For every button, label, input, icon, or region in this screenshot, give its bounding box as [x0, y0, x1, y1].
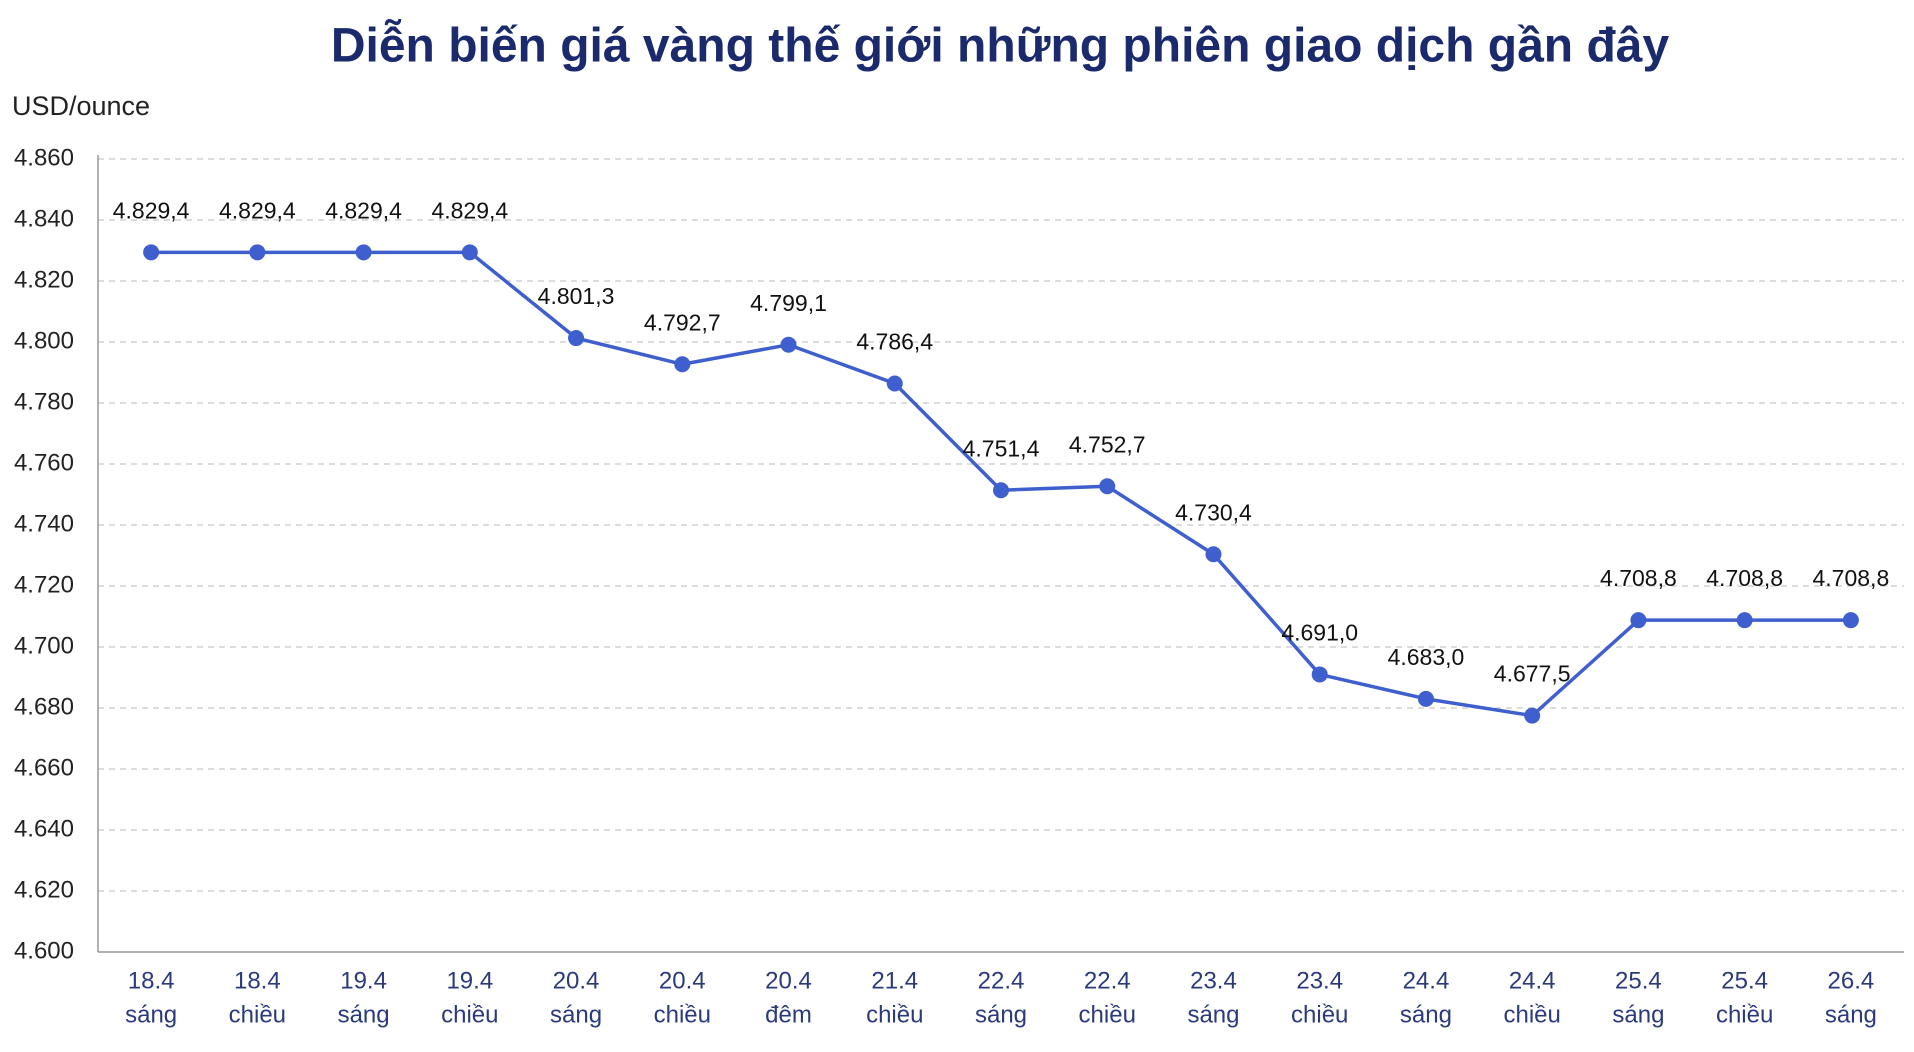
- x-tick-label: 26.4: [1828, 967, 1875, 994]
- x-tick-label: chiều: [654, 1001, 711, 1028]
- y-tick-label: 4.680: [14, 693, 74, 720]
- data-point: [568, 330, 585, 347]
- y-tick-label: 4.620: [14, 876, 74, 903]
- data-point: [1630, 612, 1647, 629]
- x-tick-label: 19.4: [446, 967, 493, 994]
- x-tick-label: 20.4: [765, 967, 812, 994]
- x-tick-label: chiều: [1716, 1001, 1773, 1028]
- data-label: 4.708,8: [1706, 565, 1783, 591]
- y-tick-label: 4.740: [14, 510, 74, 537]
- y-tick-label: 4.600: [14, 937, 74, 964]
- data-label: 4.708,8: [1813, 565, 1890, 591]
- data-label: 4.677,5: [1494, 661, 1571, 687]
- data-label: 4.730,4: [1175, 499, 1252, 525]
- x-tick-label: 19.4: [340, 967, 387, 994]
- y-tick-label: 4.640: [14, 815, 74, 842]
- data-point: [143, 244, 160, 261]
- x-tick-label: chiều: [1503, 1001, 1560, 1028]
- data-label: 4.691,0: [1281, 620, 1358, 646]
- data-label: 4.683,0: [1388, 644, 1465, 670]
- x-tick-label: 24.4: [1403, 967, 1450, 994]
- data-point: [1842, 612, 1859, 629]
- data-point: [1417, 690, 1434, 707]
- x-tick-label: chiều: [1079, 1001, 1136, 1028]
- x-tick-label: sáng: [550, 1001, 602, 1028]
- x-tick-label: sáng: [338, 1001, 390, 1028]
- data-point: [1736, 612, 1753, 629]
- x-tick-label: 23.4: [1190, 967, 1237, 994]
- y-tick-label: 4.800: [14, 327, 74, 354]
- x-tick-label: chiều: [1291, 1001, 1348, 1028]
- x-tick-label: 18.4: [234, 967, 281, 994]
- data-point: [780, 336, 797, 353]
- x-tick-label: đêm: [765, 1001, 812, 1028]
- data-label: 4.801,3: [538, 283, 615, 309]
- x-tick-label: 23.4: [1296, 967, 1343, 994]
- x-tick-label: sáng: [1400, 1001, 1452, 1028]
- data-point: [993, 482, 1009, 499]
- x-tick-label: 22.4: [978, 967, 1025, 994]
- data-label: 4.829,4: [219, 197, 296, 223]
- data-label: 4.752,7: [1069, 431, 1146, 457]
- x-tick-label: 25.4: [1615, 967, 1662, 994]
- chart-title: Diễn biến giá vàng thế giới những phiên …: [331, 19, 1670, 73]
- x-tick-label: sáng: [1825, 1001, 1877, 1028]
- x-tick-label: sáng: [125, 1001, 177, 1028]
- data-label: 4.829,4: [113, 197, 190, 223]
- data-point: [461, 244, 478, 261]
- data-label: 4.786,4: [856, 329, 933, 355]
- x-tick-label: 25.4: [1721, 967, 1768, 994]
- x-tick-label: 20.4: [659, 967, 706, 994]
- data-point: [249, 244, 266, 261]
- x-tick-label: 22.4: [1084, 967, 1131, 994]
- x-tick-label: 21.4: [871, 967, 918, 994]
- x-tick-label: chiều: [441, 1001, 498, 1028]
- y-tick-label: 4.720: [14, 571, 74, 598]
- y-tick-label: 4.840: [14, 205, 74, 232]
- data-label: 4.829,4: [325, 197, 402, 223]
- data-point: [674, 356, 691, 373]
- x-tick-label: chiều: [866, 1001, 923, 1028]
- x-tick-label: 20.4: [553, 967, 600, 994]
- data-point: [886, 375, 903, 392]
- data-point: [1311, 666, 1328, 683]
- data-label: 4.792,7: [644, 309, 721, 335]
- y-tick-label: 4.820: [14, 266, 74, 293]
- y-tick-label: 4.660: [14, 754, 74, 781]
- data-label: 4.751,4: [963, 435, 1040, 461]
- data-point: [1524, 707, 1541, 724]
- x-tick-label: sáng: [1187, 1001, 1239, 1028]
- y-tick-label: 4.860: [14, 144, 74, 171]
- x-tick-label: chiều: [229, 1001, 286, 1028]
- data-label: 4.799,1: [750, 290, 827, 316]
- y-axis-label: USD/ounce: [12, 91, 150, 121]
- data-point: [355, 244, 372, 261]
- x-tick-label: sáng: [1612, 1001, 1664, 1028]
- data-point: [1099, 478, 1116, 495]
- y-tick-label: 4.760: [14, 449, 74, 476]
- data-point: [1205, 546, 1222, 563]
- data-label: 4.708,8: [1600, 565, 1677, 591]
- x-tick-label: 18.4: [128, 967, 175, 994]
- x-tick-label: 24.4: [1509, 967, 1556, 994]
- data-label: 4.829,4: [431, 197, 508, 223]
- y-tick-label: 4.780: [14, 388, 74, 415]
- y-tick-label: 4.700: [14, 632, 74, 659]
- x-tick-label: sáng: [975, 1001, 1027, 1028]
